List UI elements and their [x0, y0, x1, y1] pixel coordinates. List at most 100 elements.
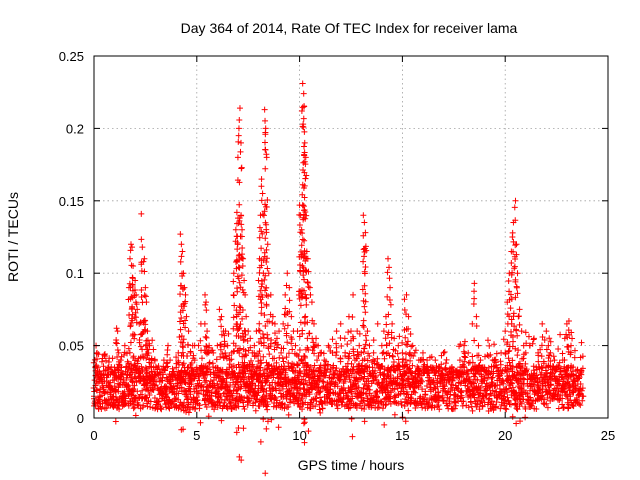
- baseline-point: [353, 401, 360, 408]
- baseline-point: [179, 307, 186, 314]
- baseline-point: [263, 373, 270, 380]
- baseline-point: [202, 301, 209, 308]
- data-point: [182, 291, 189, 298]
- baseline-point: [276, 354, 283, 361]
- baseline-point: [512, 294, 519, 301]
- baseline-point: [286, 399, 293, 406]
- baseline-point: [344, 341, 351, 348]
- data-point: [95, 371, 102, 378]
- baseline-point: [132, 375, 139, 382]
- baseline-point: [422, 388, 429, 395]
- baseline-point: [535, 358, 542, 365]
- baseline-point: [413, 378, 420, 385]
- data-point: [258, 176, 265, 183]
- baseline-point: [173, 390, 180, 397]
- baseline-point: [360, 317, 367, 324]
- baseline-point: [319, 405, 326, 412]
- baseline-point: [400, 355, 407, 362]
- baseline-point: [260, 339, 267, 346]
- baseline-point: [459, 402, 466, 409]
- baseline-point: [143, 367, 150, 374]
- baseline-point: [236, 217, 243, 224]
- baseline-point: [203, 368, 210, 375]
- baseline-point: [142, 293, 149, 300]
- baseline-point: [338, 343, 345, 350]
- baseline-point: [276, 387, 283, 394]
- baseline-point: [578, 339, 585, 346]
- data-point: [241, 277, 248, 284]
- baseline-point: [139, 368, 146, 375]
- data-point: [148, 357, 155, 364]
- baseline-point: [390, 398, 397, 405]
- baseline-point: [382, 402, 389, 409]
- data-point: [288, 313, 295, 320]
- baseline-point: [402, 370, 409, 377]
- baseline-point: [469, 407, 476, 414]
- baseline-point: [387, 301, 394, 308]
- baseline-point: [497, 405, 504, 412]
- baseline-point: [178, 314, 185, 321]
- baseline-point: [155, 398, 162, 405]
- baseline-point: [507, 305, 514, 312]
- data-point: [452, 371, 459, 378]
- baseline-point: [162, 390, 169, 397]
- baseline-point: [314, 357, 321, 364]
- baseline-point: [147, 398, 154, 405]
- baseline-point: [282, 305, 289, 312]
- data-point: [395, 342, 402, 349]
- baseline-point: [504, 389, 511, 396]
- baseline-point: [256, 234, 263, 241]
- baseline-point: [261, 208, 268, 215]
- baseline-point: [410, 353, 417, 360]
- baseline-point: [249, 361, 256, 368]
- baseline-point: [471, 288, 478, 295]
- baseline-point: [509, 363, 516, 370]
- baseline-point: [285, 380, 292, 387]
- baseline-point: [309, 347, 316, 354]
- data-point: [152, 371, 159, 378]
- baseline-point: [183, 396, 190, 403]
- baseline-point: [315, 352, 322, 359]
- baseline-point: [508, 316, 515, 323]
- baseline-point: [514, 332, 521, 339]
- baseline-point: [141, 268, 148, 275]
- data-point: [134, 306, 141, 313]
- data-point: [471, 280, 478, 287]
- baseline-point: [217, 342, 224, 349]
- baseline-point: [238, 165, 245, 172]
- baseline-point: [374, 381, 381, 388]
- baseline-point: [300, 373, 307, 380]
- baseline-point: [333, 340, 340, 347]
- baseline-point: [343, 401, 350, 408]
- baseline-point: [271, 365, 278, 372]
- baseline-point: [260, 353, 267, 360]
- data-point: [129, 244, 136, 251]
- data-point: [405, 313, 412, 320]
- baseline-point: [177, 326, 184, 333]
- baseline-point: [178, 352, 185, 359]
- baseline-point: [180, 286, 187, 293]
- baseline-point: [402, 334, 409, 341]
- baseline-point: [356, 330, 363, 337]
- baseline-point: [316, 389, 323, 396]
- baseline-point: [579, 385, 586, 392]
- baseline-point: [144, 346, 151, 353]
- baseline-point: [242, 352, 249, 359]
- baseline-point: [227, 382, 234, 389]
- baseline-point: [137, 391, 144, 398]
- data-point: [356, 342, 363, 349]
- data-point: [551, 357, 558, 364]
- baseline-point: [301, 194, 308, 201]
- baseline-point: [461, 338, 468, 345]
- baseline-point: [285, 350, 292, 357]
- baseline-point: [114, 347, 121, 354]
- baseline-point: [442, 360, 449, 367]
- plot-frame: [93, 55, 609, 419]
- baseline-point: [513, 376, 520, 383]
- baseline-point: [150, 381, 157, 388]
- baseline-point: [461, 358, 468, 365]
- baseline-point: [175, 359, 182, 366]
- baseline-point: [539, 392, 546, 399]
- baseline-point: [538, 342, 545, 349]
- baseline-point: [285, 387, 292, 394]
